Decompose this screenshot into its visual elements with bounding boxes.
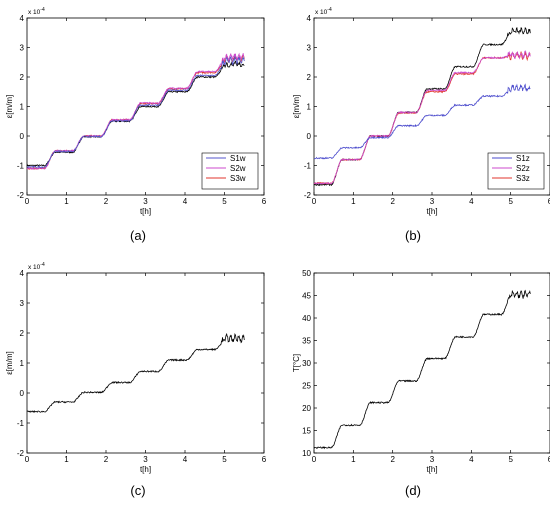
y-tick-label: 2 (307, 73, 312, 82)
y-axis-label: T[°C] (292, 354, 301, 372)
legend-entry: S2z (516, 164, 530, 173)
series-line-S1w (26, 55, 245, 169)
y-axis-label: ε[m/m] (292, 95, 301, 119)
x-tick-label: 1 (351, 455, 356, 464)
y-tick-label: -2 (17, 449, 25, 458)
x-axis-label: t[h] (140, 207, 151, 216)
y-tick-label: -2 (304, 191, 312, 200)
plot-frame (26, 272, 265, 454)
plot-frame (313, 272, 550, 454)
legend-entry: S3z (516, 174, 530, 183)
y-tick-label: 35 (302, 337, 311, 346)
chart-panel-3: 0123456101520253035404550t[h]T[°C](d) (292, 269, 550, 498)
y-tick-label: 1 (307, 103, 312, 112)
y-tick-label: -2 (17, 191, 25, 200)
y-tick-label: 4 (20, 269, 25, 278)
legend-entry: S1z (516, 154, 530, 163)
x-tick-label: 2 (390, 455, 395, 464)
y-tick-label: 2 (20, 329, 25, 338)
y-tick-label: -1 (17, 162, 25, 171)
y-tick-label: 0 (307, 132, 312, 141)
y-exponent-power: -4 (40, 262, 45, 268)
y-tick-label: 20 (302, 404, 311, 413)
x-tick-label: 5 (222, 455, 227, 464)
y-tick-label: 0 (20, 389, 25, 398)
y-axis-label: ε[m/m] (5, 351, 14, 375)
x-tick-label: 3 (430, 455, 435, 464)
x-tick-label: 0 (312, 455, 317, 464)
y-exponent-label: x 10-4 (28, 7, 45, 16)
x-tick-label: 0 (25, 197, 30, 206)
x-tick-label: 2 (104, 455, 109, 464)
x-tick-label: 4 (469, 197, 474, 206)
y-exponent-label: x 10-4 (28, 262, 45, 271)
x-tick-label: 4 (469, 455, 474, 464)
y-tick-label: 3 (20, 44, 25, 53)
x-tick-label: 1 (64, 197, 69, 206)
y-tick-label: 3 (20, 299, 25, 308)
x-tick-label: 1 (351, 197, 356, 206)
y-axis-label: ε[m/m] (5, 95, 14, 119)
y-tick-label: 50 (302, 269, 311, 278)
y-tick-label: 30 (302, 359, 311, 368)
y-tick-label: 4 (307, 14, 312, 23)
panel-caption: (c) (130, 483, 145, 498)
y-exponent-label: x 10-4 (315, 7, 332, 16)
panel-caption: (a) (130, 228, 146, 243)
x-tick-label: 0 (25, 455, 30, 464)
series-line-main (26, 60, 245, 167)
x-axis-label: t[h] (426, 465, 437, 474)
series-line-S2z (313, 50, 531, 185)
x-tick-label: 6 (262, 197, 267, 206)
x-tick-label: 3 (143, 455, 148, 464)
x-axis-label: t[h] (140, 465, 151, 474)
y-exponent-power: -4 (40, 7, 45, 13)
x-tick-label: 3 (430, 197, 435, 206)
x-tick-label: 5 (222, 197, 227, 206)
x-tick-label: 2 (390, 197, 395, 206)
x-tick-label: 0 (312, 197, 317, 206)
y-tick-label: 1 (20, 359, 25, 368)
y-tick-label: 10 (302, 449, 311, 458)
series-line-main (26, 332, 245, 414)
series-line-S1z (313, 83, 531, 160)
y-tick-label: 3 (307, 44, 312, 53)
y-tick-label: 2 (20, 73, 25, 82)
panel-caption: (d) (405, 483, 421, 498)
y-tick-label: -1 (304, 162, 312, 171)
y-tick-label: 4 (20, 14, 25, 23)
x-tick-label: 5 (508, 197, 513, 206)
legend-box (487, 152, 545, 190)
y-tick-label: 25 (302, 382, 311, 391)
y-tick-label: 40 (302, 314, 311, 323)
series-line-main (313, 289, 531, 450)
legend-entry: S1w (230, 154, 246, 163)
x-tick-label: 6 (262, 455, 267, 464)
x-tick-label: 6 (548, 197, 550, 206)
x-tick-label: 4 (183, 455, 188, 464)
y-tick-label: 1 (20, 103, 25, 112)
legend-box (201, 152, 259, 190)
y-exponent-power: -4 (327, 7, 332, 13)
x-tick-label: 5 (508, 455, 513, 464)
legend-entry: S2w (230, 164, 246, 173)
x-tick-label: 1 (64, 455, 69, 464)
y-tick-label: 0 (20, 132, 25, 141)
x-tick-label: 4 (183, 197, 188, 206)
y-tick-label: -1 (17, 419, 25, 428)
x-axis-label: t[h] (426, 207, 437, 216)
y-tick-label: 15 (302, 427, 311, 436)
x-tick-label: 6 (548, 455, 550, 464)
x-tick-label: 2 (104, 197, 109, 206)
y-tick-label: 45 (302, 292, 311, 301)
x-tick-label: 3 (143, 197, 148, 206)
panel-caption: (b) (405, 228, 421, 243)
legend-entry: S3w (230, 174, 246, 183)
